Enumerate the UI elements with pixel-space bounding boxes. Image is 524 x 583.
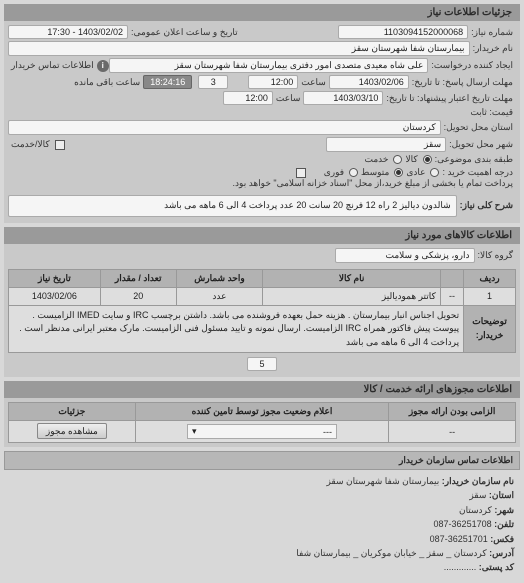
label-address: آدرس: xyxy=(489,548,514,558)
label-cat-goods: کالا xyxy=(402,154,420,165)
contact-block: نام سازمان خریدار: بیمارستان شفا شهرستان… xyxy=(4,470,520,579)
label-prio-urg: فوری xyxy=(321,167,347,178)
label-fixed-price: قیمت: ثابت xyxy=(467,107,516,118)
value-pub-date: 1403/02/02 - 17:30 xyxy=(8,25,128,39)
td-view: مشاهده مجوز xyxy=(9,421,136,443)
td-name: کاتتر همودیالیز xyxy=(263,287,440,305)
label-time-2: ساعت xyxy=(273,93,304,104)
value-buyer-note: تحویل اجناس انبار بیمارستان . هزینه حمل … xyxy=(9,305,464,353)
label-cash: کالا/خدمت xyxy=(8,139,53,150)
td-row: 1 xyxy=(464,287,516,305)
label-c-province: استان: xyxy=(489,490,514,500)
th-dash xyxy=(440,269,463,287)
table-row: 1 -- کاتتر همودیالیز عدد 20 1403/02/06 xyxy=(9,287,516,305)
label-valid-until: مهلت تاریخ اعتبار پیشنهاد: تا تاریخ: xyxy=(383,93,516,104)
view-permit-button[interactable]: مشاهده مجوز xyxy=(37,423,107,439)
label-fax: فکس: xyxy=(490,534,514,544)
label-contact-info[interactable]: اطلاعات تماس خریدار xyxy=(8,60,97,71)
value-goods-cat: دارو، پزشکی و سلامت xyxy=(335,248,475,263)
checkbox-cash[interactable] xyxy=(55,140,65,150)
value-fax: 36251701-087 xyxy=(430,534,488,544)
th-qty: تعداد / مقدار xyxy=(100,269,176,287)
value-desc: شالدون دیالیز 2 راه 12 فرنچ 20 سانت 20 ع… xyxy=(8,195,457,217)
value-days-remain: 3 xyxy=(198,75,228,89)
label-req-no: شماره نیاز: xyxy=(468,27,516,38)
radio-goods[interactable] xyxy=(423,155,432,164)
value-c-city: کردستان xyxy=(459,505,492,515)
label-cat-service: خدمت xyxy=(361,154,391,165)
checkbox-paynote[interactable] xyxy=(296,168,306,178)
value-valid-time: 12:00 xyxy=(223,91,273,105)
section-items-header: اطلاعات کالاهای مورد نیاز xyxy=(4,227,520,244)
label-buyer-name: نام خریدار: xyxy=(470,43,516,54)
label-remain: ساعت باقی مانده xyxy=(71,77,143,88)
td-mandatory: -- xyxy=(389,421,516,443)
items-table: ردیف نام کالا واحد شمارش تعداد / مقدار ت… xyxy=(8,269,516,354)
td-dash: -- xyxy=(440,287,463,305)
note-row: توضیحات خریدار: تحویل اجناس انبار بیمارس… xyxy=(9,305,516,353)
info-icon[interactable]: i xyxy=(97,60,109,72)
label-category: طبقه بندی موضوعی: xyxy=(432,154,516,165)
label-reply-deadline: مهلت ارسال پاسخ: تا تاریخ: xyxy=(409,77,516,88)
label-prio-normal: عادی xyxy=(403,167,428,178)
label-org-name: نام سازمان خریدار: xyxy=(442,476,514,486)
section-contact-header: اطلاعات تماس سازمان خریدار xyxy=(4,451,520,470)
td-qty: 20 xyxy=(100,287,176,305)
value-valid-date: 1403/03/10 xyxy=(303,91,383,105)
th-details: جزئیات xyxy=(9,403,136,421)
th-supplier-status: اعلام وضعیت مجوز توسط تامین کننده xyxy=(135,403,389,421)
th-row: ردیف xyxy=(464,269,516,287)
radio-urg[interactable] xyxy=(349,168,358,177)
value-req-no: 1103094152000068 xyxy=(338,25,468,39)
td-select-cell: --- ▾ xyxy=(135,421,389,443)
th-mandatory: الزامی بودن ارائه مجوز xyxy=(389,403,516,421)
th-unit: واحد شمارش xyxy=(176,269,263,287)
label-time-1: ساعت xyxy=(298,77,329,88)
td-unit: عدد xyxy=(176,287,263,305)
table-row: -- --- ▾ مشاهده مجوز xyxy=(9,421,516,443)
th-date: تاریخ نیاز xyxy=(9,269,101,287)
label-priority: درجه اهمیت خرید : xyxy=(439,167,516,178)
value-phone: 36251708-087 xyxy=(434,519,492,529)
section-permits-header: اطلاعات مجوزهای ارائه خدمت / کالا xyxy=(4,381,520,398)
label-desc: شرح کلی نیاز: xyxy=(457,200,516,211)
label-requester: ایجاد کننده درخواست: xyxy=(428,60,516,71)
label-postal: کد پستی: xyxy=(479,562,514,572)
value-org-name: بیمارستان شفا شهرستان سقز xyxy=(326,476,439,486)
th-name: نام کالا xyxy=(263,269,440,287)
supplier-status-select[interactable]: --- ▾ xyxy=(187,424,337,439)
label-prio-mid: متوسط xyxy=(358,167,392,178)
label-city: شهر محل تحویل: xyxy=(446,139,516,150)
section-permits-body: الزامی بودن ارائه مجوز اعلام وضعیت مجوز … xyxy=(4,398,520,447)
value-postal: ............. xyxy=(444,562,477,572)
select-value: --- xyxy=(323,427,332,437)
value-c-province: سقز xyxy=(469,490,486,500)
label-province: استان محل تحویل: xyxy=(441,122,516,133)
radio-normal[interactable] xyxy=(430,168,439,177)
radio-mid[interactable] xyxy=(394,168,403,177)
label-paynote: پرداخت تمام یا بخشی از مبلغ خرید،از محل … xyxy=(230,178,516,189)
value-province: کردستان xyxy=(8,120,441,135)
value-address: کردستان _ سقز _ خیابان موکریان _ بیمارست… xyxy=(296,548,486,558)
label-pub-date: تاریخ و ساعت اعلان عمومی: xyxy=(128,27,241,38)
label-goods-cat: گروه کالا: xyxy=(475,250,516,261)
chevron-down-icon: ▾ xyxy=(192,426,197,437)
section-details-body: شماره نیاز: 1103094152000068 تاریخ و ساع… xyxy=(4,21,520,223)
value-buyer-name: بیمارستان شفا شهرستان سقز xyxy=(8,41,470,56)
td-date: 1403/02/06 xyxy=(9,287,101,305)
timer: 18:24:16 xyxy=(143,75,192,89)
value-reply-date: 1403/02/06 xyxy=(329,75,409,89)
value-requester: علی شاه معیدی متصدی امور دفتری بیمارستان… xyxy=(109,58,429,73)
value-count: 5 xyxy=(247,357,277,371)
radio-service[interactable] xyxy=(393,155,402,164)
label-c-city: شهر: xyxy=(494,505,514,515)
permits-table: الزامی بودن ارائه مجوز اعلام وضعیت مجوز … xyxy=(8,402,516,443)
value-reply-time: 12:00 xyxy=(248,75,298,89)
section-items-body: گروه کالا: دارو، پزشکی و سلامت ردیف نام … xyxy=(4,244,520,378)
label-phone: تلفن: xyxy=(494,519,514,529)
label-buyer-note: توضیحات خریدار: xyxy=(464,305,516,353)
value-city: سقز xyxy=(326,137,446,152)
section-details-header: جزئیات اطلاعات نیاز xyxy=(4,4,520,21)
